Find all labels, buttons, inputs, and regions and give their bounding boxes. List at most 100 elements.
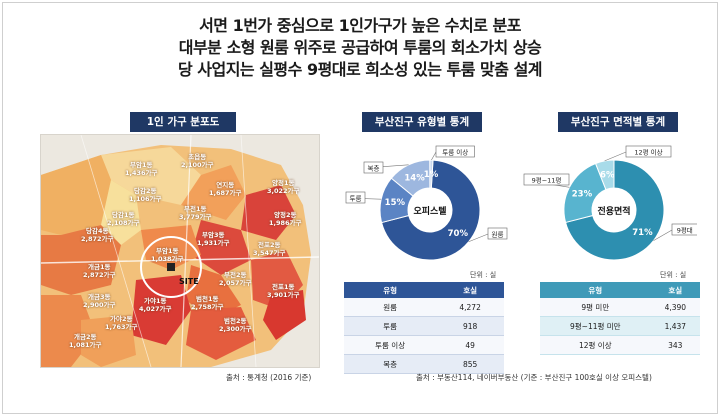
district-name: 전포1동 (272, 283, 295, 291)
callout-box (523, 173, 570, 186)
slice-value-label: 23% (572, 190, 593, 200)
district-name: 당감1동 (112, 211, 135, 219)
table-cell: 9평 미만 (540, 298, 651, 317)
district-label: 부전2동 2,057가구 (219, 271, 252, 287)
category-label: 투룸 이상 (442, 148, 468, 157)
site-label: SITE (179, 277, 199, 286)
table-row: 12평 이상 343 (540, 335, 700, 355)
district-name: 범천2동 (224, 317, 247, 325)
district-label: 당감2동 1,106가구 (129, 187, 162, 203)
district-label: 연지동 1,687가구 (209, 181, 242, 197)
category-label: 9평대 (677, 226, 693, 235)
area-chart-title: 부산진구 면적별 통계 (558, 112, 678, 132)
callout-box (435, 145, 475, 158)
table-cell: 1,437 (650, 316, 700, 336)
table-row: 9평~11평 미만 1,437 (540, 316, 700, 336)
table-cell: 343 (650, 335, 700, 355)
district-name: 부암1동 (130, 161, 153, 169)
table-cell: 918 (436, 316, 504, 336)
district-name: 가야1동 (144, 297, 167, 305)
table-row: 복층 855 (344, 354, 504, 374)
table-header: 유형 (540, 282, 651, 298)
district-households: 3,901가구 (267, 291, 300, 299)
site-marker (167, 263, 175, 271)
type-unit-label: 단위 : 실 (470, 271, 497, 279)
slice-value-label: 71% (632, 228, 653, 238)
district-households: 1,038가구 (151, 255, 184, 263)
district-households: 1,986가구 (269, 219, 302, 227)
district-label: 당감1동 2,108가구 (107, 211, 140, 227)
district-households: 1,931가구 (197, 239, 230, 247)
district-name: 당감4동 (86, 227, 109, 235)
headline-line-2: 대부분 소형 원룸 위주로 공급하여 투룸의 회소가치 상승 (178, 38, 542, 57)
district-households: 2,900가구 (83, 301, 116, 309)
district-label: 양정2동 1,986가구 (269, 211, 302, 227)
district-households: 3,022가구 (267, 187, 300, 195)
type-chart-title: 부산진구 유형별 통계 (362, 112, 482, 132)
district-name: 부암1동 (156, 247, 179, 255)
callout-line (653, 229, 673, 241)
district-label: 부암3동 1,931가구 (197, 231, 230, 247)
district-name: 연지동 (216, 181, 235, 189)
callout-box (625, 145, 672, 158)
district-households: 1,106가구 (129, 195, 162, 203)
callout-box (487, 227, 508, 240)
district-name: 가야2동 (110, 315, 133, 323)
district-label: 전포2동 3,547가구 (253, 241, 286, 257)
table-cell: 9평~11평 미만 (540, 316, 651, 336)
slice-value-label: 14% (404, 173, 425, 183)
area-unit-label: 단위 : 실 (660, 271, 687, 279)
district-name: 부전2동 (224, 271, 247, 279)
callout-box (363, 161, 384, 174)
headline-line-1: 서면 1번가 중심으로 1인가구가 높은 수치로 분포 (199, 16, 521, 35)
donut-center (410, 190, 450, 230)
table-header: 유형 (344, 282, 437, 298)
district-households: 2,057가구 (219, 279, 252, 287)
table-row: 9평 미만 4,390 (540, 298, 700, 317)
district-label: 초읍동 2,100가구 (181, 153, 214, 169)
table-cell: 49 (436, 335, 504, 355)
district-households: 2,300가구 (219, 325, 252, 333)
headline-line-3: 당 사업지는 실평수 9평대로 희소성 있는 투룸 맞춤 설계 (177, 60, 543, 79)
district-households: 2,872가구 (81, 235, 114, 243)
district-name: 양정1동 (272, 179, 295, 187)
district-heatmap (41, 135, 319, 367)
district-households: 2,872가구 (83, 271, 116, 279)
table-row: 투룸 918 (344, 316, 504, 336)
district-households: 1,763가구 (105, 323, 138, 331)
chart-footnote: 출처 : 부동산114, 네이버부동산 (기준 : 부산진구 100호실 이상 … (416, 373, 652, 382)
district-households: 1,436가구 (125, 169, 158, 177)
callout-box (345, 191, 366, 204)
type-stats-table: 유형 호실 원룸 4,272 투룸 918 투룸 이상 49 복층 855 (344, 282, 504, 374)
table-cell: 복층 (344, 354, 437, 374)
district-name: 개금2동 (74, 333, 97, 341)
district-households: 2,758가구 (191, 303, 224, 311)
table-header: 호실 (436, 282, 504, 298)
district-name: 초읍동 (188, 153, 207, 161)
map-source: 출처 : 통계청 (2016 기준) (226, 373, 312, 382)
callout-line (468, 233, 489, 243)
slice-value-label: 70% (448, 229, 469, 239)
table-cell: 원룸 (344, 298, 437, 317)
table-cell: 4,272 (436, 298, 504, 317)
district-label: 부암1동 1,038가구 (151, 247, 184, 263)
table-cell: 12평 이상 (540, 335, 651, 355)
district-label: 양정1동 3,022가구 (267, 179, 300, 195)
district-name: 양정2동 (274, 211, 297, 219)
district-households: 1,081가구 (69, 341, 102, 349)
slice-value-label: 1% (424, 170, 439, 180)
district-name: 범천1동 (196, 295, 219, 303)
donut-slice (564, 159, 665, 260)
district-label: 범천1동 2,758가구 (191, 295, 224, 311)
district-households: 4,027가구 (139, 305, 172, 313)
map-title: 1인 가구 분포도 (130, 112, 236, 132)
distribution-map: 초읍동 2,100가구 연지동 1,687가구 부암1동 1,436가구 양정1동 3,022… (40, 134, 320, 368)
donut-center-label: 오피스텔 (413, 205, 446, 217)
callout-line (431, 151, 437, 161)
district-label: 개금3동 2,900가구 (83, 293, 116, 309)
callout-line (604, 151, 627, 162)
table-header: 호실 (650, 282, 700, 298)
